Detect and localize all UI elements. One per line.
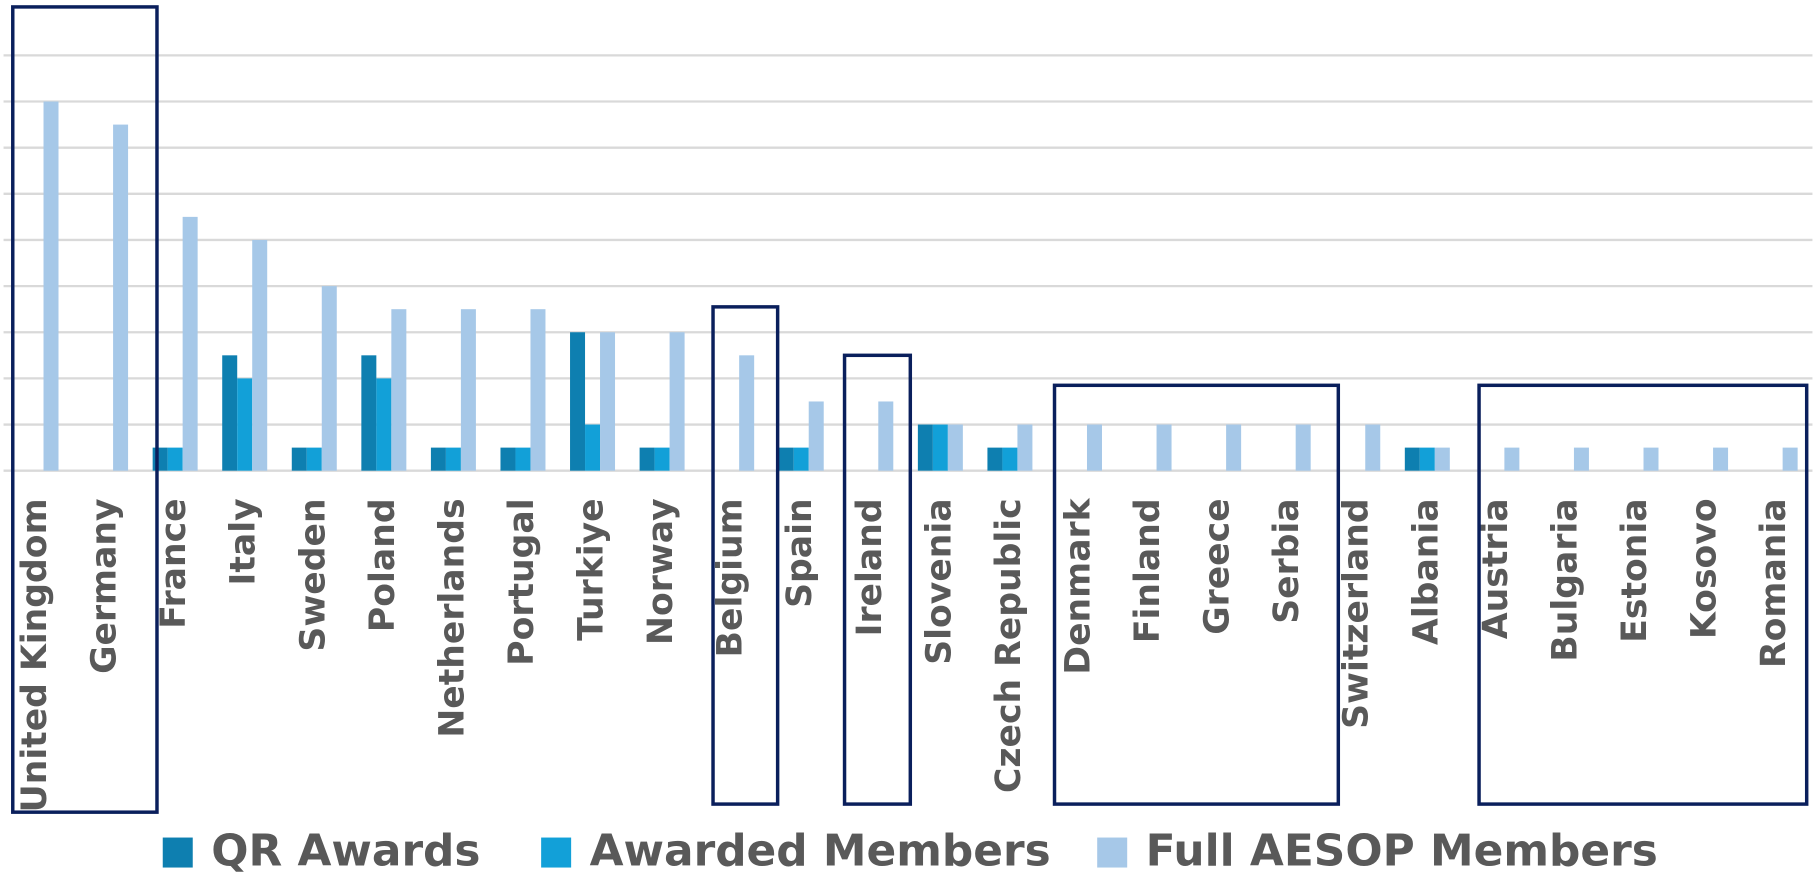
bar	[1156, 424, 1172, 471]
bar	[43, 101, 59, 471]
x-tick-label: Norway	[641, 498, 681, 645]
bar	[778, 447, 794, 471]
x-tick-label: Portugal	[502, 498, 542, 665]
bar	[445, 447, 461, 471]
bar	[1643, 447, 1659, 471]
bar	[1782, 447, 1798, 471]
bar	[1086, 424, 1102, 471]
x-tick-label: United Kingdom	[15, 498, 55, 812]
bar	[1419, 447, 1435, 471]
highlight-box	[842, 353, 913, 806]
x-tick-label: Romania	[1754, 498, 1794, 668]
bar	[793, 447, 809, 471]
bar	[917, 424, 933, 471]
bar	[1573, 447, 1589, 471]
bar	[1434, 447, 1450, 471]
bar	[167, 447, 183, 471]
bar	[600, 332, 616, 471]
x-tick-label: Albania	[1406, 498, 1446, 645]
grid	[3, 54, 1813, 472]
bar	[669, 332, 685, 471]
x-tick-label: Slovenia	[919, 498, 959, 664]
bar	[152, 447, 168, 471]
x-tick-label: Estonia	[1615, 498, 1655, 642]
bar	[1226, 424, 1242, 471]
bar	[321, 286, 337, 471]
x-tick-label: Netherlands	[432, 498, 472, 737]
highlight-box	[711, 305, 780, 806]
bar	[376, 378, 392, 471]
x-tick-label: Switzerland	[1337, 498, 1377, 729]
bar	[987, 447, 1003, 471]
bar	[639, 447, 655, 471]
x-tick-label: France	[154, 498, 194, 628]
x-tick-label: Turkiye	[572, 498, 612, 640]
bar	[500, 447, 516, 471]
bar	[361, 355, 377, 471]
bar	[460, 309, 476, 471]
bar	[391, 309, 407, 471]
bar	[113, 124, 129, 471]
x-tick-label: Austria	[1476, 498, 1516, 639]
highlight-box	[1477, 383, 1809, 806]
bar	[430, 447, 446, 471]
bar	[515, 447, 531, 471]
bar	[1404, 447, 1420, 471]
bar	[306, 447, 322, 471]
bar	[1504, 447, 1520, 471]
x-tick-label: Bulgaria	[1545, 498, 1585, 661]
x-tick-label: Germany	[85, 498, 125, 674]
bar	[182, 216, 198, 471]
x-tick-label: Ireland	[850, 498, 890, 636]
bar	[570, 332, 586, 471]
x-tick-label: Spain	[780, 498, 820, 608]
bar	[1365, 424, 1381, 471]
bar	[222, 355, 238, 471]
x-tick-label: Denmark	[1058, 497, 1098, 674]
legend-swatch	[1097, 837, 1128, 868]
legend-label: QR Awards	[211, 826, 480, 877]
bar	[808, 401, 824, 471]
bars	[43, 101, 1798, 471]
bar	[878, 401, 894, 471]
bar	[947, 424, 963, 471]
x-tick-label: Kosovo	[1685, 498, 1725, 639]
bar	[530, 309, 546, 471]
legend-label: Awarded Members	[590, 826, 1051, 877]
x-tick-label: Finland	[1128, 498, 1168, 643]
legend-label: Full AESOP Members	[1146, 826, 1658, 877]
x-tick-label: Greece	[1198, 498, 1238, 634]
bar	[1713, 447, 1729, 471]
legend: QR Awards Awarded Members Full AESOP Membe…	[162, 826, 1658, 877]
highlight-box	[11, 5, 159, 814]
bar	[1002, 447, 1018, 471]
x-tick-label: Belgium	[711, 498, 751, 657]
x-tick-label: Poland	[363, 498, 403, 632]
legend-swatch	[541, 837, 572, 868]
highlight-box	[1052, 383, 1341, 806]
bar	[932, 424, 948, 471]
bar	[585, 424, 601, 471]
x-labels: United Kingdom Germany France Italy Sweden Po…	[15, 497, 1794, 812]
bar	[291, 447, 307, 471]
bar	[739, 355, 755, 471]
bar	[654, 447, 670, 471]
legend-swatch	[162, 837, 193, 868]
bar	[1017, 424, 1033, 471]
bar	[1295, 424, 1311, 471]
x-tick-label: Italy	[224, 498, 264, 585]
x-tick-label: Sweden	[293, 498, 333, 651]
x-tick-label: Czech Republic	[989, 498, 1029, 793]
bar	[252, 239, 268, 471]
bar	[237, 378, 253, 471]
x-tick-label: Serbia	[1267, 498, 1307, 623]
